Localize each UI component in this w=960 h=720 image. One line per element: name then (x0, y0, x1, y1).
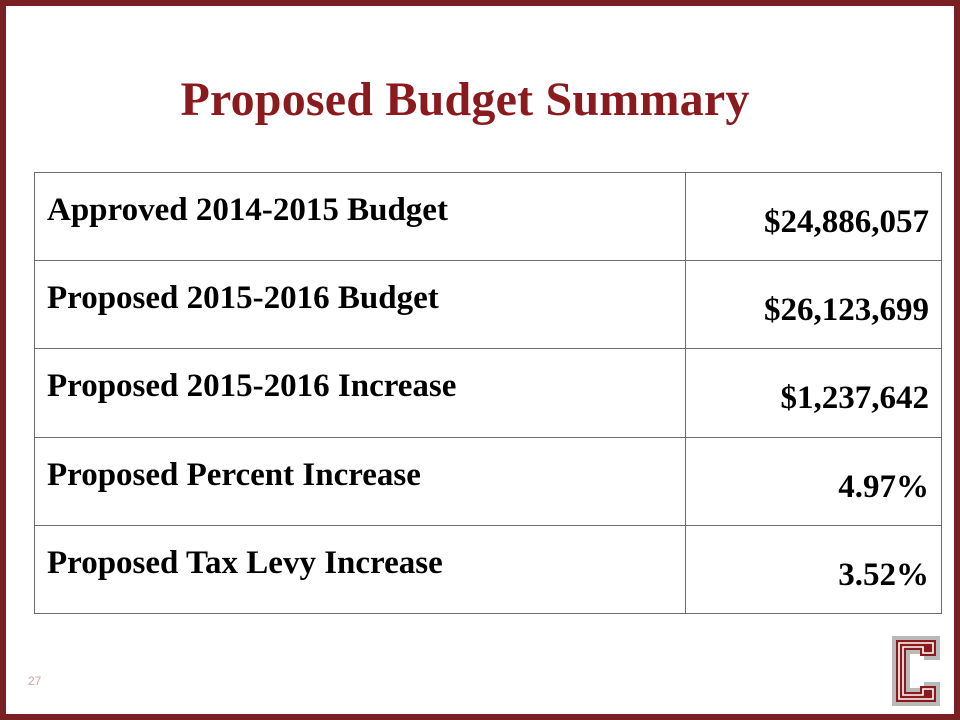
row-label: Proposed Tax Levy Increase (47, 544, 443, 581)
row-label-cell: Proposed 2015-2016 Increase (34, 348, 686, 438)
row-value-cell: 3.52% (685, 524, 942, 615)
row-label-cell: Proposed Tax Levy Increase (34, 524, 686, 615)
row-value: 3.52% (838, 556, 929, 593)
budget-summary-table: Approved 2014-2015 Budget $24,886,057 Pr… (34, 171, 942, 615)
table-row: Approved 2014-2015 Budget $24,886,057 (34, 171, 942, 262)
row-label-cell: Approved 2014-2015 Budget (34, 171, 686, 262)
row-value: $24,886,057 (764, 204, 929, 241)
row-label-cell: Proposed Percent Increase (34, 436, 686, 526)
table-row: Proposed Tax Levy Increase 3.52% (34, 524, 942, 615)
table-row: Proposed 2015-2016 Budget $26,123,699 (34, 260, 942, 350)
row-label: Proposed Percent Increase (47, 456, 421, 493)
row-value: $1,237,642 (780, 380, 930, 417)
row-value-cell: $26,123,699 (685, 260, 942, 350)
budget-summary-table-container: Approved 2014-2015 Budget $24,886,057 Pr… (34, 171, 942, 615)
row-value-cell: $1,237,642 (685, 348, 942, 438)
row-label: Proposed 2015-2016 Increase (47, 368, 457, 405)
row-label-cell: Proposed 2015-2016 Budget (34, 260, 686, 350)
row-value-cell: 4.97% (685, 436, 942, 526)
row-value-cell: $24,886,057 (685, 171, 942, 262)
row-value: 4.97% (838, 468, 929, 505)
slide-title: Proposed Budget Summary (180, 73, 750, 126)
page-number: 27 (28, 674, 42, 688)
row-label: Proposed 2015-2016 Budget (47, 280, 439, 317)
row-value: $26,123,699 (764, 292, 929, 329)
table-row: Proposed Percent Increase 4.97% (34, 436, 942, 526)
letter-c-logo-icon (892, 636, 940, 706)
row-label: Approved 2014-2015 Budget (47, 192, 448, 229)
table-row: Proposed 2015-2016 Increase $1,237,642 (34, 348, 942, 438)
